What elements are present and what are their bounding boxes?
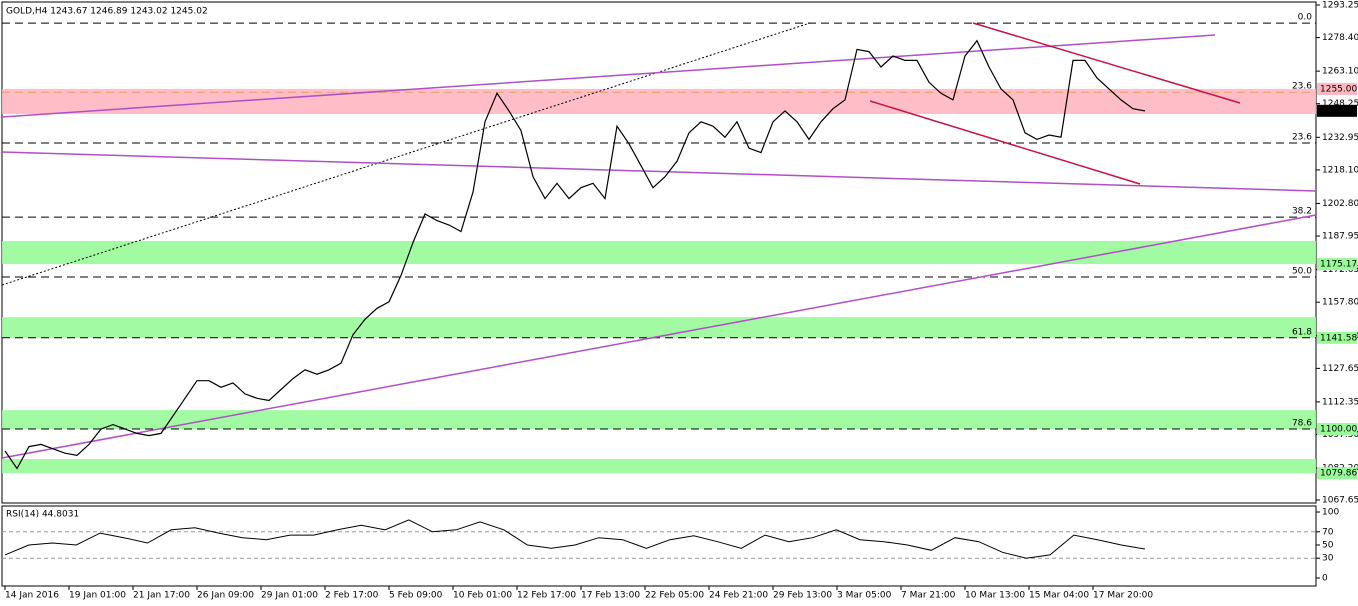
rsi-panel [1, 505, 1317, 587]
x-tick-label: 10 Feb 01:00 [453, 591, 512, 601]
zone [2, 459, 1316, 474]
y-tick-label: 1127.65 [1322, 364, 1358, 374]
trend-line [1, 214, 1317, 459]
fib-baseline [1, 22, 811, 286]
price-label: 1175.17 [1320, 260, 1357, 270]
y-tick-label: 1278.40 [1322, 33, 1358, 43]
channel-line [972, 22, 1241, 104]
x-tick-label: 21 Jan 17:00 [133, 591, 190, 601]
fib-label: 50.0 [1292, 266, 1312, 276]
fib-label: 23.6 [1292, 133, 1312, 143]
y-tick-label: 1112.35 [1322, 397, 1358, 407]
y-tick-label: 1218.10 [1322, 165, 1358, 175]
x-tick-label: 5 Feb 09:00 [389, 591, 443, 601]
y-tick-label: 1263.10 [1322, 67, 1358, 77]
price-label: 1141.58 [1320, 333, 1357, 343]
price-label-box [1317, 423, 1357, 436]
zone [2, 317, 1316, 338]
x-tick-label: 24 Feb 21:00 [709, 591, 768, 601]
y-tick-label: 1172.65 [1322, 265, 1358, 275]
x-tick-label: 19 Jan 01:00 [69, 591, 126, 601]
channel-line [869, 100, 1141, 185]
x-tick-label: 12 Feb 17:00 [517, 591, 576, 601]
price-label-box [1317, 82, 1357, 95]
fib-label: 78.6 [1292, 419, 1312, 429]
price-label-box [1317, 467, 1357, 480]
price-label-box [1317, 258, 1357, 271]
fib-label: 23.6 [1292, 82, 1312, 92]
y-tick-label: 1248.25 [1322, 99, 1358, 109]
y-tick-label: 1067.65 [1322, 496, 1358, 506]
fib-label: 38.2 [1292, 207, 1312, 217]
fib-label: 61.8 [1292, 327, 1312, 337]
x-tick-label: 17 Mar 20:00 [1093, 591, 1153, 601]
price-label: 1079.86 [1320, 469, 1357, 479]
x-tick-label: 15 Mar 04:00 [1029, 591, 1089, 601]
rsi-tick-label: 50 [1322, 541, 1334, 551]
y-tick-label: 1202.80 [1322, 199, 1358, 209]
chart-title: GOLD,H4 1243.67 1246.89 1243.02 1245.02 [6, 7, 208, 17]
y-tick-label: 1187.95 [1322, 232, 1358, 242]
zone [2, 88, 1316, 114]
price-label: 1255.00 [1320, 84, 1357, 94]
rsi-tick-label: 0 [1322, 574, 1328, 584]
trend-line [1, 34, 1216, 118]
x-tick-label: 14 Jan 2016 [5, 591, 59, 601]
x-tick-label: 22 Feb 05:00 [645, 591, 704, 601]
zone [2, 410, 1316, 430]
trend-line [1, 151, 1317, 192]
y-tick-label: 1157.80 [1322, 298, 1358, 308]
rsi-title: RSI(14) 44.8031 [6, 510, 79, 520]
rsi-tick-label: 100 [1322, 508, 1339, 518]
price-line [4, 39, 1146, 470]
x-tick-label: 2 Feb 17:00 [325, 591, 379, 601]
price-label-box [1317, 331, 1357, 344]
x-tick-label: 3 Mar 05:00 [837, 591, 892, 601]
x-tick-label: 10 Mar 13:00 [965, 591, 1025, 601]
x-tick-label: 26 Jan 09:00 [197, 591, 254, 601]
y-tick-label: 1293.25 [1322, 1, 1358, 11]
x-tick-label: 17 Feb 13:00 [581, 591, 640, 601]
rsi-tick-label: 70 [1322, 527, 1334, 537]
x-tick-label: 29 Feb 13:00 [773, 591, 832, 601]
fib-label: 0.0 [1298, 13, 1313, 23]
rsi-tick-label: 30 [1322, 554, 1334, 564]
zone [2, 240, 1316, 265]
price-label-box [1317, 104, 1357, 117]
y-tick-label: 1232.95 [1322, 133, 1358, 143]
x-tick-label: 29 Jan 01:00 [261, 591, 318, 601]
price-label: 1100.00 [1320, 425, 1357, 435]
price-label: 1245.02 [1320, 106, 1357, 116]
rsi-line [4, 519, 1146, 559]
x-tick-label: 7 Mar 21:00 [901, 591, 956, 601]
